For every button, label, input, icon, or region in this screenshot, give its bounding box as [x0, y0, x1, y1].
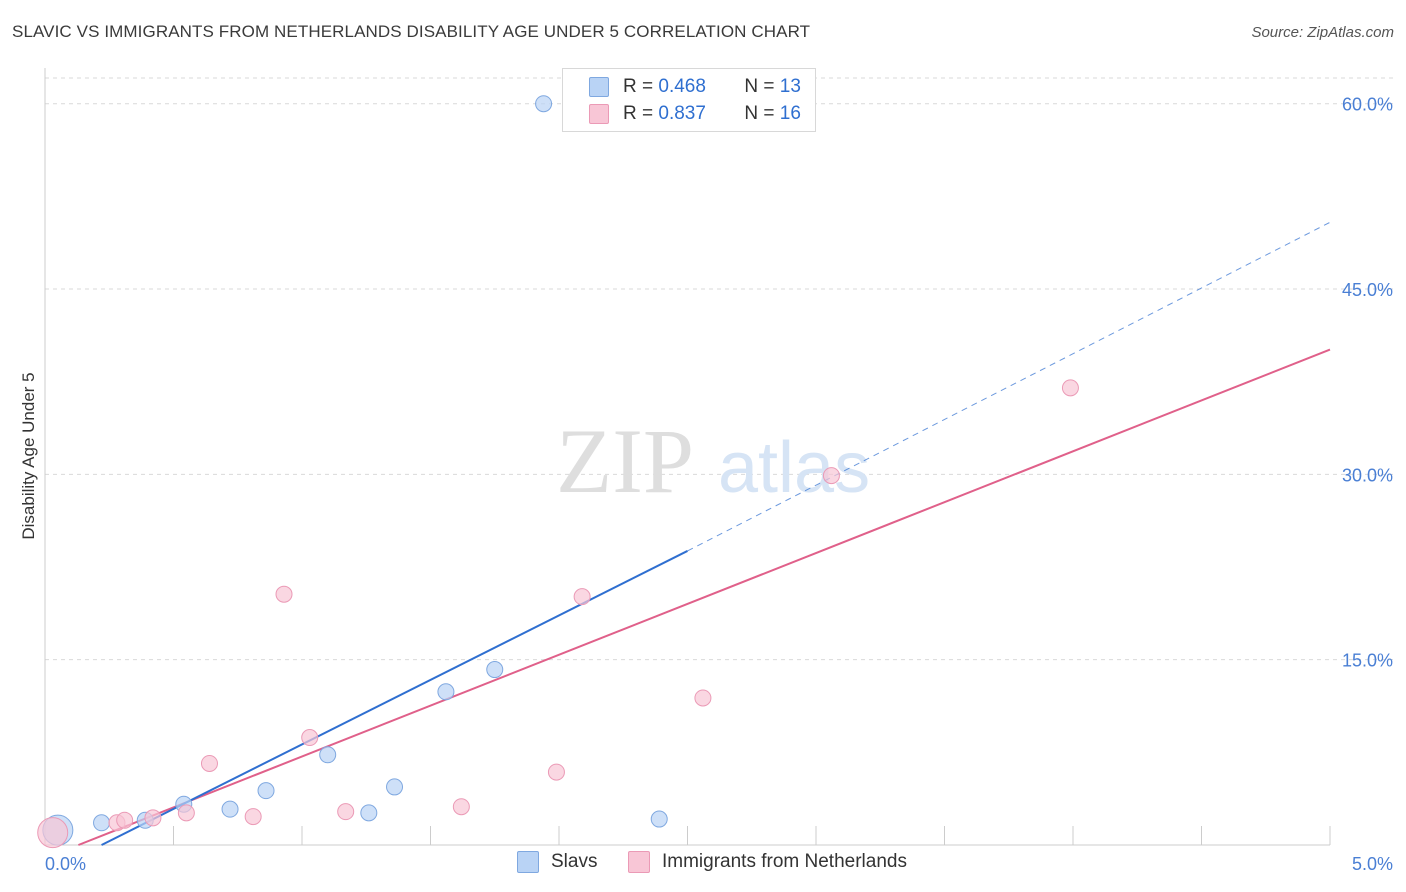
slavs-r-label: R = [623, 76, 654, 97]
bottom-netherlands-label: Immigrants from Netherlands [662, 851, 907, 872]
watermark-zip: ZIP [556, 410, 694, 512]
netherlands-point [547, 763, 565, 781]
netherlands-swatch [589, 104, 609, 124]
netherlands-trend-line [78, 348, 1331, 846]
slavs-point [437, 683, 455, 701]
data-points [37, 95, 1079, 849]
x-tick-label-min: 0.0% [45, 854, 86, 874]
netherlands-point [337, 803, 355, 821]
netherlands-r-label: R = [623, 103, 654, 124]
netherlands-point [1061, 379, 1079, 397]
slavs-r-value: 0.468 [658, 76, 706, 97]
slavs-point [319, 746, 337, 764]
netherlands-point [822, 467, 840, 485]
bottom-slavs-swatch [517, 851, 539, 873]
trend-lines [78, 221, 1331, 846]
y-tick-label: 15.0% [1342, 651, 1393, 671]
netherlands-point [452, 798, 470, 816]
netherlands-point [144, 809, 162, 827]
slavs-n-value: 13 [779, 76, 801, 97]
netherlands-point [116, 811, 134, 829]
netherlands-point [37, 817, 69, 849]
netherlands-point [573, 588, 591, 606]
bottom-legend-netherlands: Immigrants from Netherlands [628, 851, 907, 873]
slavs-point [486, 661, 504, 679]
y-tick-label: 30.0% [1342, 465, 1393, 485]
slavs-point [386, 778, 404, 796]
netherlands-point [244, 808, 262, 826]
netherlands-point [275, 585, 293, 603]
slavs-point [360, 804, 378, 822]
slavs-point [93, 814, 111, 832]
slavs-point [650, 810, 668, 828]
y-tick-label: 45.0% [1342, 280, 1393, 300]
slavs-point [535, 95, 553, 113]
netherlands-n-label: N = [744, 103, 775, 124]
slavs-point [257, 782, 275, 800]
bottom-legend-slavs: Slavs [517, 851, 597, 873]
y-tick-label: 60.0% [1342, 95, 1393, 115]
slavs-trend-extension [687, 221, 1331, 552]
legend-row-slavs: R = 0.468 N = 13 [589, 75, 801, 99]
bottom-slavs-label: Slavs [551, 851, 598, 872]
correlation-legend: R = 0.468 N = 13 R = 0.837 N = 16 [562, 68, 816, 132]
netherlands-point [694, 689, 712, 707]
watermark-atlas: atlas [718, 428, 870, 508]
netherlands-point [177, 804, 195, 822]
legend-row-netherlands: R = 0.837 N = 16 [589, 102, 801, 126]
netherlands-point [200, 754, 218, 772]
gridlines [45, 77, 1393, 661]
slavs-n-label: N = [744, 76, 775, 97]
netherlands-r-value: 0.837 [658, 103, 706, 124]
axes [44, 68, 1331, 846]
slavs-point [221, 800, 239, 818]
x-tick-label-max: 5.0% [1352, 854, 1393, 874]
chart-title: SLAVIC VS IMMIGRANTS FROM NETHERLANDS DI… [12, 22, 811, 41]
y-axis-label: Disability Age Under 5 [19, 372, 38, 539]
y-tick-labels: 15.0% 30.0% 45.0% 60.0% [1342, 95, 1393, 671]
watermark: ZIP atlas [556, 410, 870, 512]
netherlands-point [301, 729, 319, 747]
bottom-netherlands-swatch [628, 851, 650, 873]
slavs-swatch [589, 77, 609, 97]
netherlands-n-value: 16 [779, 103, 801, 124]
source-label: Source: ZipAtlas.com [1251, 24, 1394, 41]
